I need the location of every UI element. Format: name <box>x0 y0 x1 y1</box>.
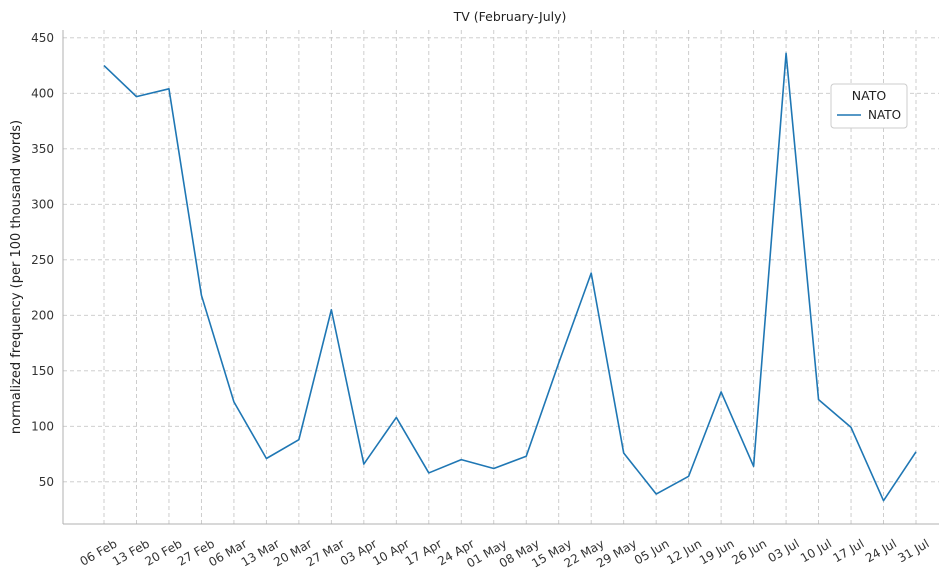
x-tick-label: 05 Jun <box>632 536 672 567</box>
data-point[interactable] <box>394 415 399 420</box>
chart-title: TV (February-July) <box>453 9 567 24</box>
series-lines <box>102 51 919 503</box>
data-point[interactable] <box>881 498 886 503</box>
x-tick-label: 24 Jul <box>863 536 899 565</box>
x-tick-label: 17 Jul <box>830 536 866 565</box>
y-tick-label: 450 <box>31 31 54 45</box>
data-point[interactable] <box>719 389 724 394</box>
data-point[interactable] <box>459 457 464 462</box>
y-tick-label: 400 <box>31 86 54 100</box>
data-point[interactable] <box>134 94 139 99</box>
data-point[interactable] <box>361 462 366 467</box>
x-tick-label: 10 Apr <box>370 536 412 568</box>
data-point[interactable] <box>264 456 269 461</box>
y-tick-label: 200 <box>31 308 54 322</box>
data-point[interactable] <box>102 63 107 68</box>
x-tick-label: 03 Jul <box>766 536 802 565</box>
x-tick-label: 19 Jun <box>697 536 737 567</box>
data-point[interactable] <box>751 464 756 469</box>
data-point[interactable] <box>491 466 496 471</box>
data-point[interactable] <box>329 307 334 312</box>
y-axis-title: normalized frequency (per 100 thousand w… <box>9 120 24 434</box>
grid-lines <box>63 30 939 524</box>
y-tick-labels: 50 100 150 200 250 300 350 400 450 <box>31 31 54 489</box>
data-point[interactable] <box>426 470 431 475</box>
y-tick-label: 250 <box>31 253 54 267</box>
data-point[interactable] <box>816 397 821 402</box>
legend-box <box>830 83 908 129</box>
y-tick-label: 150 <box>31 364 54 378</box>
data-point[interactable] <box>589 271 594 276</box>
data-point[interactable] <box>784 51 789 56</box>
x-tick-label: 17 Apr <box>403 536 445 568</box>
data-point[interactable] <box>231 399 236 404</box>
data-point[interactable] <box>849 425 854 430</box>
data-point[interactable] <box>914 449 919 454</box>
x-tick-label: 31 Jul <box>895 536 931 565</box>
data-point[interactable] <box>199 293 204 298</box>
data-point[interactable] <box>166 86 171 91</box>
x-tick-label: 26 Jun <box>729 536 769 567</box>
y-tick-label: 100 <box>31 419 54 433</box>
y-tick-label: 300 <box>31 197 54 211</box>
data-point[interactable] <box>296 437 301 442</box>
data-point[interactable] <box>686 474 691 479</box>
x-tick-label: 03 Apr <box>338 536 380 568</box>
x-tick-label: 10 Jul <box>798 536 834 565</box>
legend-label-nato: NATO <box>868 108 901 122</box>
legend[interactable]: NATO NATO <box>830 83 908 129</box>
data-point[interactable] <box>556 361 561 366</box>
legend-title: NATO <box>852 88 887 103</box>
y-tick-label: 350 <box>31 142 54 156</box>
data-point[interactable] <box>524 454 529 459</box>
axes <box>62 30 939 525</box>
x-tick-label: 12 Jun <box>664 536 704 567</box>
data-point[interactable] <box>621 450 626 455</box>
data-point[interactable] <box>654 492 659 497</box>
series-line-nato[interactable] <box>103 52 917 502</box>
y-tick-label: 50 <box>39 475 54 489</box>
